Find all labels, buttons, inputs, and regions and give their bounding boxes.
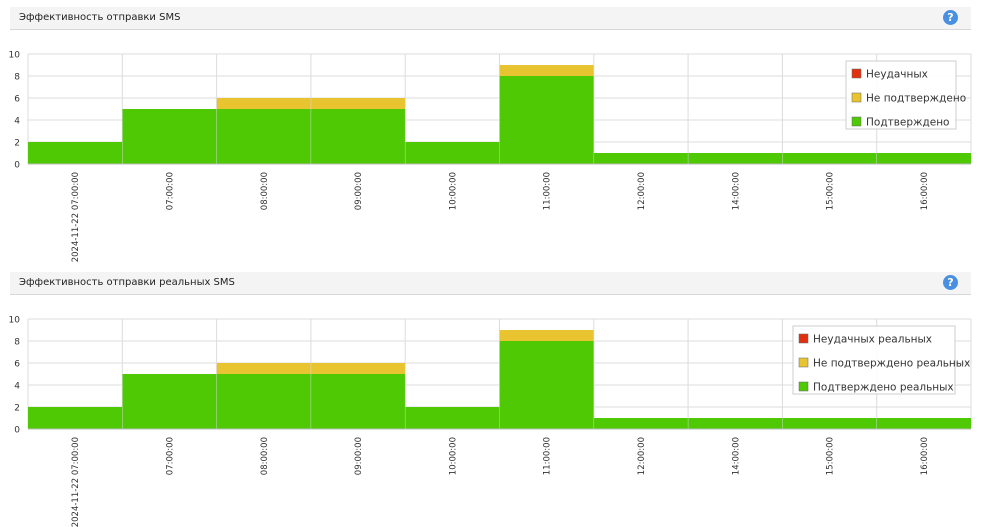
x-tick-label: 14:00:00	[731, 437, 741, 475]
bar-segment	[499, 65, 594, 76]
legend-label: Подтверждено реальных	[813, 382, 954, 394]
x-tick-label: 16:00:00	[920, 172, 930, 210]
bar-segment	[499, 341, 594, 429]
y-tick-label: 10	[9, 51, 21, 61]
chart-panel-real-sms: Эффективность отправки реальных SMS ? 0 2…	[9, 272, 972, 527]
bar-segment	[122, 374, 217, 429]
bar-segment	[782, 153, 877, 164]
legend-label: Подтверждено	[866, 117, 949, 129]
y-tick-label: 2	[14, 404, 20, 414]
legend	[792, 325, 956, 395]
x-tick-label: 15:00:00	[826, 172, 836, 210]
help-icon[interactable]: ?	[943, 10, 958, 25]
y-tick-label: 2	[14, 139, 20, 149]
sms-efficiency-chart: 0 2 4 6 8 10 2024-11-22 07:00:00 07:00:00 08:00:…	[9, 51, 972, 262]
x-tick-label: 08:00:00	[260, 437, 270, 475]
y-tick-label: 0	[14, 161, 20, 171]
legend-swatch	[851, 68, 862, 79]
x-tick-label: 11:00:00	[543, 437, 553, 475]
legend-swatch	[851, 92, 862, 103]
legend-label: Не подтверждено	[866, 93, 966, 105]
bar-segment	[688, 418, 783, 429]
x-tick-label: 07:00:00	[165, 437, 175, 475]
x-tick-label: 15:00:00	[826, 437, 836, 475]
y-tick-label: 10	[9, 316, 21, 326]
bar-segment	[310, 374, 406, 429]
panel-header: Эффективность отправки реальных SMS ?	[10, 272, 971, 295]
legend-label: Неудачных реальных	[813, 334, 932, 346]
y-tick-label: 8	[14, 338, 20, 348]
legend	[845, 60, 957, 130]
bar-segment	[593, 153, 689, 164]
bar-segment	[310, 109, 406, 164]
bar-segment	[499, 76, 594, 164]
legend-swatch	[798, 381, 809, 392]
y-tick-label: 6	[14, 360, 20, 370]
x-tick-label: 10:00:00	[448, 172, 458, 210]
bar-segment	[310, 98, 406, 109]
legend-swatch	[798, 333, 809, 344]
y-tick-label: 4	[14, 117, 20, 127]
bar-segment	[405, 142, 500, 164]
bar-segment	[405, 407, 500, 429]
bar-segment	[216, 109, 311, 164]
x-tick-label: 14:00:00	[731, 172, 741, 210]
y-tick-label: 0	[14, 426, 20, 436]
x-tick-label: 16:00:00	[920, 437, 930, 475]
legend-swatch	[798, 357, 809, 368]
bar-segment	[122, 109, 217, 164]
x-tick-label: 12:00:00	[637, 172, 647, 210]
bar-segment	[310, 363, 406, 374]
bar-segment	[216, 363, 311, 374]
bar-segment	[782, 418, 877, 429]
x-tick-label: 2024-11-22 07:00:00	[71, 437, 81, 527]
legend-swatch	[851, 116, 862, 127]
y-tick-label: 6	[14, 95, 20, 105]
x-tick-label: 09:00:00	[354, 172, 364, 210]
bar-segment	[688, 153, 783, 164]
legend-label: Неудачных	[866, 69, 928, 81]
x-tick-label: 12:00:00	[637, 437, 647, 475]
bar-segment	[28, 142, 123, 164]
bar-segment	[876, 418, 971, 429]
legend-label: Не подтверждено реальных	[813, 358, 970, 370]
y-tick-label: 8	[14, 73, 20, 83]
x-tick-label: 08:00:00	[260, 172, 270, 210]
y-tick-label: 4	[14, 382, 20, 392]
help-icon[interactable]: ?	[943, 275, 958, 290]
bar-segment	[216, 98, 311, 109]
x-tick-label: 2024-11-22 07:00:00	[71, 172, 81, 262]
bar-segment	[876, 153, 971, 164]
panel-title: Эффективность отправки реальных SMS	[19, 277, 235, 288]
bar-segment	[28, 407, 123, 429]
chart-panel-sms: Эффективность отправки SMS ? 0 2 4 6 8 10 2024…	[9, 7, 972, 267]
bar-segment	[499, 330, 594, 341]
panel-title: Эффективность отправки SMS	[19, 12, 181, 23]
x-tick-label: 10:00:00	[448, 437, 458, 475]
x-tick-label: 09:00:00	[354, 437, 364, 475]
bar-segment	[216, 374, 311, 429]
bar-segment	[593, 418, 689, 429]
x-tick-label: 11:00:00	[543, 172, 553, 210]
panel-header: Эффективность отправки SMS ?	[10, 7, 971, 30]
x-tick-label: 07:00:00	[165, 172, 175, 210]
real-sms-efficiency-chart: 0 2 4 6 8 10 2024-11-22 07:00:00 07:00:00 08:00:…	[9, 316, 972, 527]
